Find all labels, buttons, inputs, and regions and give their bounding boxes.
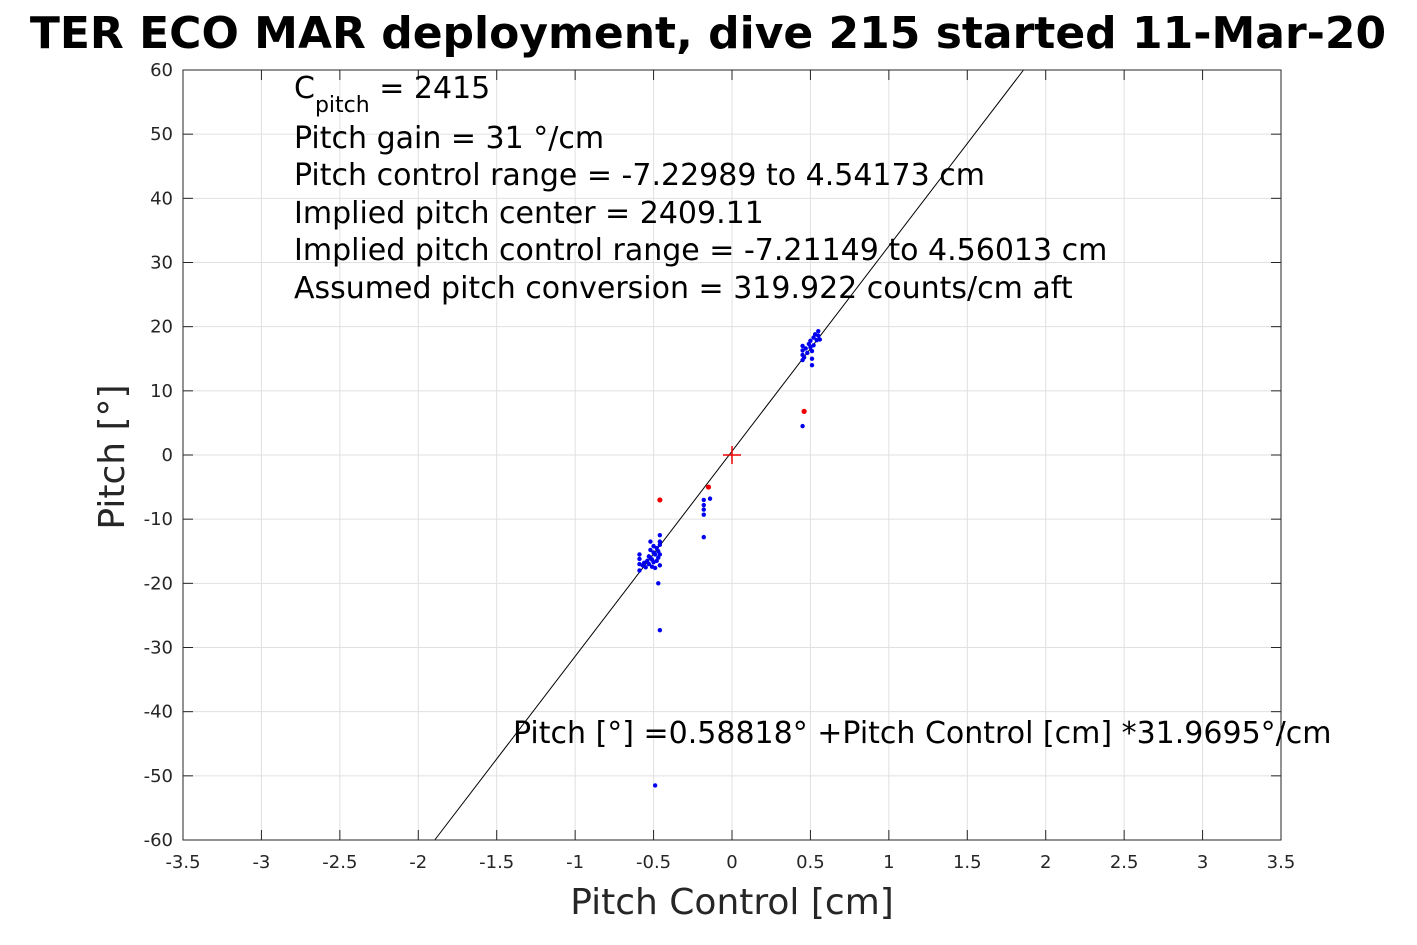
- x-tick-label: 1.5: [953, 852, 982, 873]
- x-tick-label: -1.5: [479, 852, 514, 873]
- blue-data-point: [803, 346, 808, 351]
- blue-data-point: [808, 338, 813, 343]
- blue-data-point: [657, 627, 663, 633]
- y-tick-label: 30: [150, 253, 173, 274]
- plot-area: [182, 69, 1282, 841]
- blue-data-point: [643, 565, 648, 570]
- blue-data-point: [648, 539, 653, 544]
- center-marker: [723, 446, 741, 464]
- y-tick-label: -20: [144, 573, 173, 594]
- chart-title: TER ECO MAR deployment, dive 215 started…: [30, 8, 1386, 59]
- data-points: [637, 328, 823, 788]
- blue-data-point: [657, 533, 663, 538]
- x-tick-label: 1: [883, 852, 894, 873]
- blue-data-point: [809, 348, 815, 354]
- blue-data-point: [656, 581, 661, 586]
- blue-data-point: [801, 355, 807, 360]
- x-axis-label: Pitch Control [cm]: [570, 882, 894, 923]
- x-tick-label: -1: [566, 852, 584, 873]
- y-tick-label: 0: [162, 445, 173, 466]
- y-tick-label: -30: [144, 638, 173, 659]
- blue-data-point: [707, 496, 713, 501]
- x-tick-label: -0.5: [636, 852, 671, 873]
- y-tick-label: -50: [144, 766, 173, 787]
- red-data-point: [657, 497, 663, 503]
- blue-data-point: [800, 423, 805, 429]
- blue-data-point: [816, 333, 821, 338]
- y-tick-label: 20: [150, 317, 173, 338]
- annotation-c-pitch: Cpitch = 2415: [294, 71, 490, 118]
- y-tick-label: -10: [144, 509, 173, 530]
- red-data-point: [705, 484, 712, 490]
- x-tick-label: -2: [409, 852, 427, 873]
- annotation-conversion: Assumed pitch conversion = 319.922 count…: [294, 271, 1073, 306]
- x-tick-label: 2.5: [1110, 852, 1139, 873]
- blue-data-point: [657, 539, 663, 544]
- annotation-c-pitch-main: C: [294, 71, 315, 106]
- blue-data-point: [648, 547, 653, 553]
- annotation-block: Cpitch = 2415 Pitch gain = 31 °/cm Pitch…: [294, 71, 1107, 306]
- annotation-pitch-gain: Pitch gain = 31 °/cm: [294, 121, 604, 156]
- blue-data-point: [811, 343, 816, 348]
- blue-data-point: [805, 350, 810, 356]
- fit-equation: Pitch [°] =0.58818° +Pitch Control [cm] …: [513, 716, 1331, 751]
- blue-data-point: [657, 542, 663, 548]
- annotation-implied-range: Implied pitch control range = -7.21149 t…: [294, 233, 1107, 268]
- blue-data-point: [701, 534, 706, 540]
- blue-data-point: [701, 512, 706, 517]
- y-tick-label: 10: [150, 381, 173, 402]
- annotation-implied-center: Implied pitch center = 2409.11: [294, 196, 764, 231]
- y-tick-label: 40: [150, 188, 173, 209]
- y-tick-labels: -60 -50 -40 -30 -20 -10 0 10 20 30 40 50 60: [144, 60, 173, 851]
- blue-data-point: [657, 552, 663, 557]
- blue-data-point: [637, 552, 642, 557]
- y-tick-label: -40: [144, 702, 173, 723]
- x-tick-labels: -3.5 -3 -2.5 -2 -1.5 -1 -0.5 0 0.5 1 1.5 2 2.5 3 3.5: [165, 852, 1295, 873]
- blue-data-point: [701, 497, 706, 503]
- blue-data-point: [652, 552, 658, 557]
- blue-data-point: [637, 568, 642, 573]
- blue-data-point: [809, 362, 815, 368]
- y-axis-label: Pitch [°]: [92, 384, 133, 529]
- y-tick-label: 50: [150, 124, 173, 145]
- y-tick-label: 60: [150, 60, 173, 81]
- annotation-pitch-control-range: Pitch control range = -7.22989 to 4.5417…: [294, 158, 985, 193]
- blue-data-point: [637, 556, 642, 562]
- x-tick-label: 3.5: [1267, 852, 1296, 873]
- blue-data-point: [657, 563, 663, 568]
- x-tick-label: -3.5: [165, 852, 200, 873]
- annotation-c-pitch-subscript: pitch: [315, 93, 370, 118]
- annotation-c-pitch-value: = 2415: [370, 71, 491, 106]
- blue-data-point: [816, 328, 821, 334]
- x-tick-label: 0.5: [796, 852, 825, 873]
- blue-data-point: [809, 356, 815, 361]
- x-tick-label: 3: [1197, 852, 1208, 873]
- x-tick-label: -2.5: [322, 852, 357, 873]
- blue-data-point: [701, 502, 706, 508]
- blue-data-point: [701, 507, 706, 512]
- x-tick-label: 2: [1040, 852, 1051, 873]
- blue-data-point: [817, 337, 823, 342]
- tick-marks: [182, 69, 1282, 841]
- blue-data-point: [800, 343, 805, 349]
- red-data-point: [801, 408, 807, 414]
- x-tick-label: 0: [726, 852, 737, 873]
- x-tick-label: -3: [252, 852, 270, 873]
- blue-data-point: [646, 561, 652, 567]
- blue-data-point: [652, 783, 658, 788]
- y-tick-label: -60: [144, 830, 173, 851]
- blue-data-point: [652, 565, 658, 571]
